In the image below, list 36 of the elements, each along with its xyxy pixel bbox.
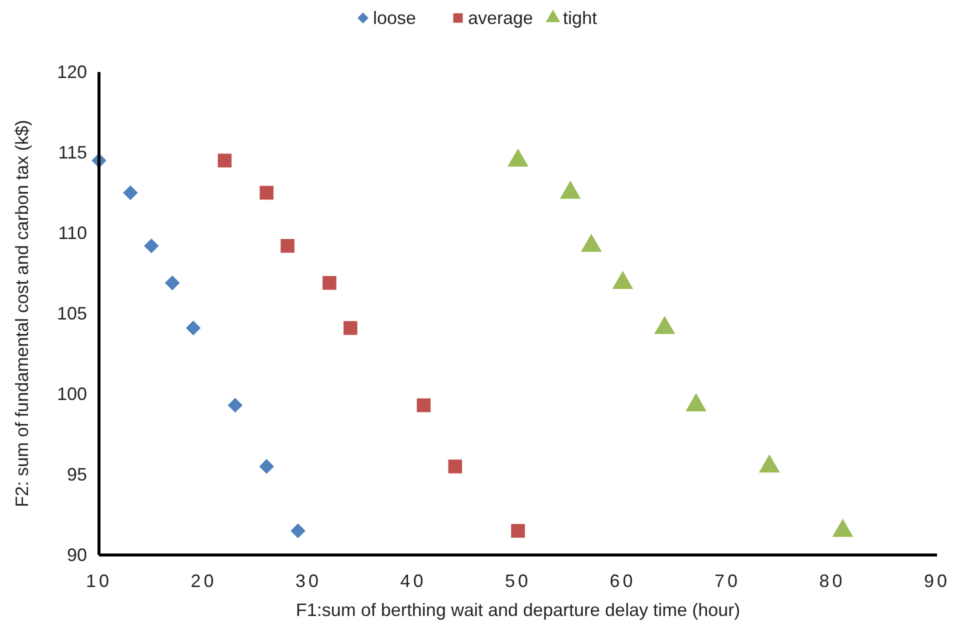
legend-label: tight (563, 8, 598, 28)
y-axis-title: F2: sum of fundamental cost and carbon tax (k$) (12, 120, 32, 508)
point (322, 276, 336, 290)
x-tick-label: 50 (504, 571, 532, 591)
x-axis-title: F1:sum of berthing wait and departure delay time (hour) (296, 600, 740, 620)
x-tick-label: 10 (86, 571, 112, 591)
legend-label: average (468, 8, 534, 28)
x-tick-label: 20 (190, 571, 217, 591)
y-tick-label: 115 (58, 142, 87, 162)
y-tick-label: 90 (66, 545, 87, 565)
point (511, 524, 525, 538)
point (344, 321, 358, 335)
point (280, 238, 294, 253)
x-tick-label: 30 (295, 571, 322, 591)
legend-label: loose (373, 8, 416, 28)
point (123, 185, 138, 200)
point (144, 238, 159, 254)
point (259, 459, 274, 474)
point (416, 398, 431, 412)
point (218, 154, 232, 168)
x-tick-label: 40 (400, 571, 426, 591)
point (260, 186, 274, 200)
y-tick-label: 105 (56, 304, 87, 324)
x-tick-label: 90 (924, 571, 950, 591)
point (186, 320, 201, 336)
x-tick-label: 60 (610, 571, 636, 591)
point (448, 460, 462, 474)
point (290, 523, 306, 538)
y-tick-label: 100 (56, 384, 87, 404)
y-tick-label: 120 (56, 62, 87, 82)
point (164, 275, 180, 290)
y-tick-label: 95 (66, 464, 87, 484)
x-tick-label: 80 (819, 571, 846, 591)
x-tick-label: 70 (714, 571, 741, 591)
y-tick-label: 110 (58, 223, 87, 243)
point (228, 398, 243, 413)
